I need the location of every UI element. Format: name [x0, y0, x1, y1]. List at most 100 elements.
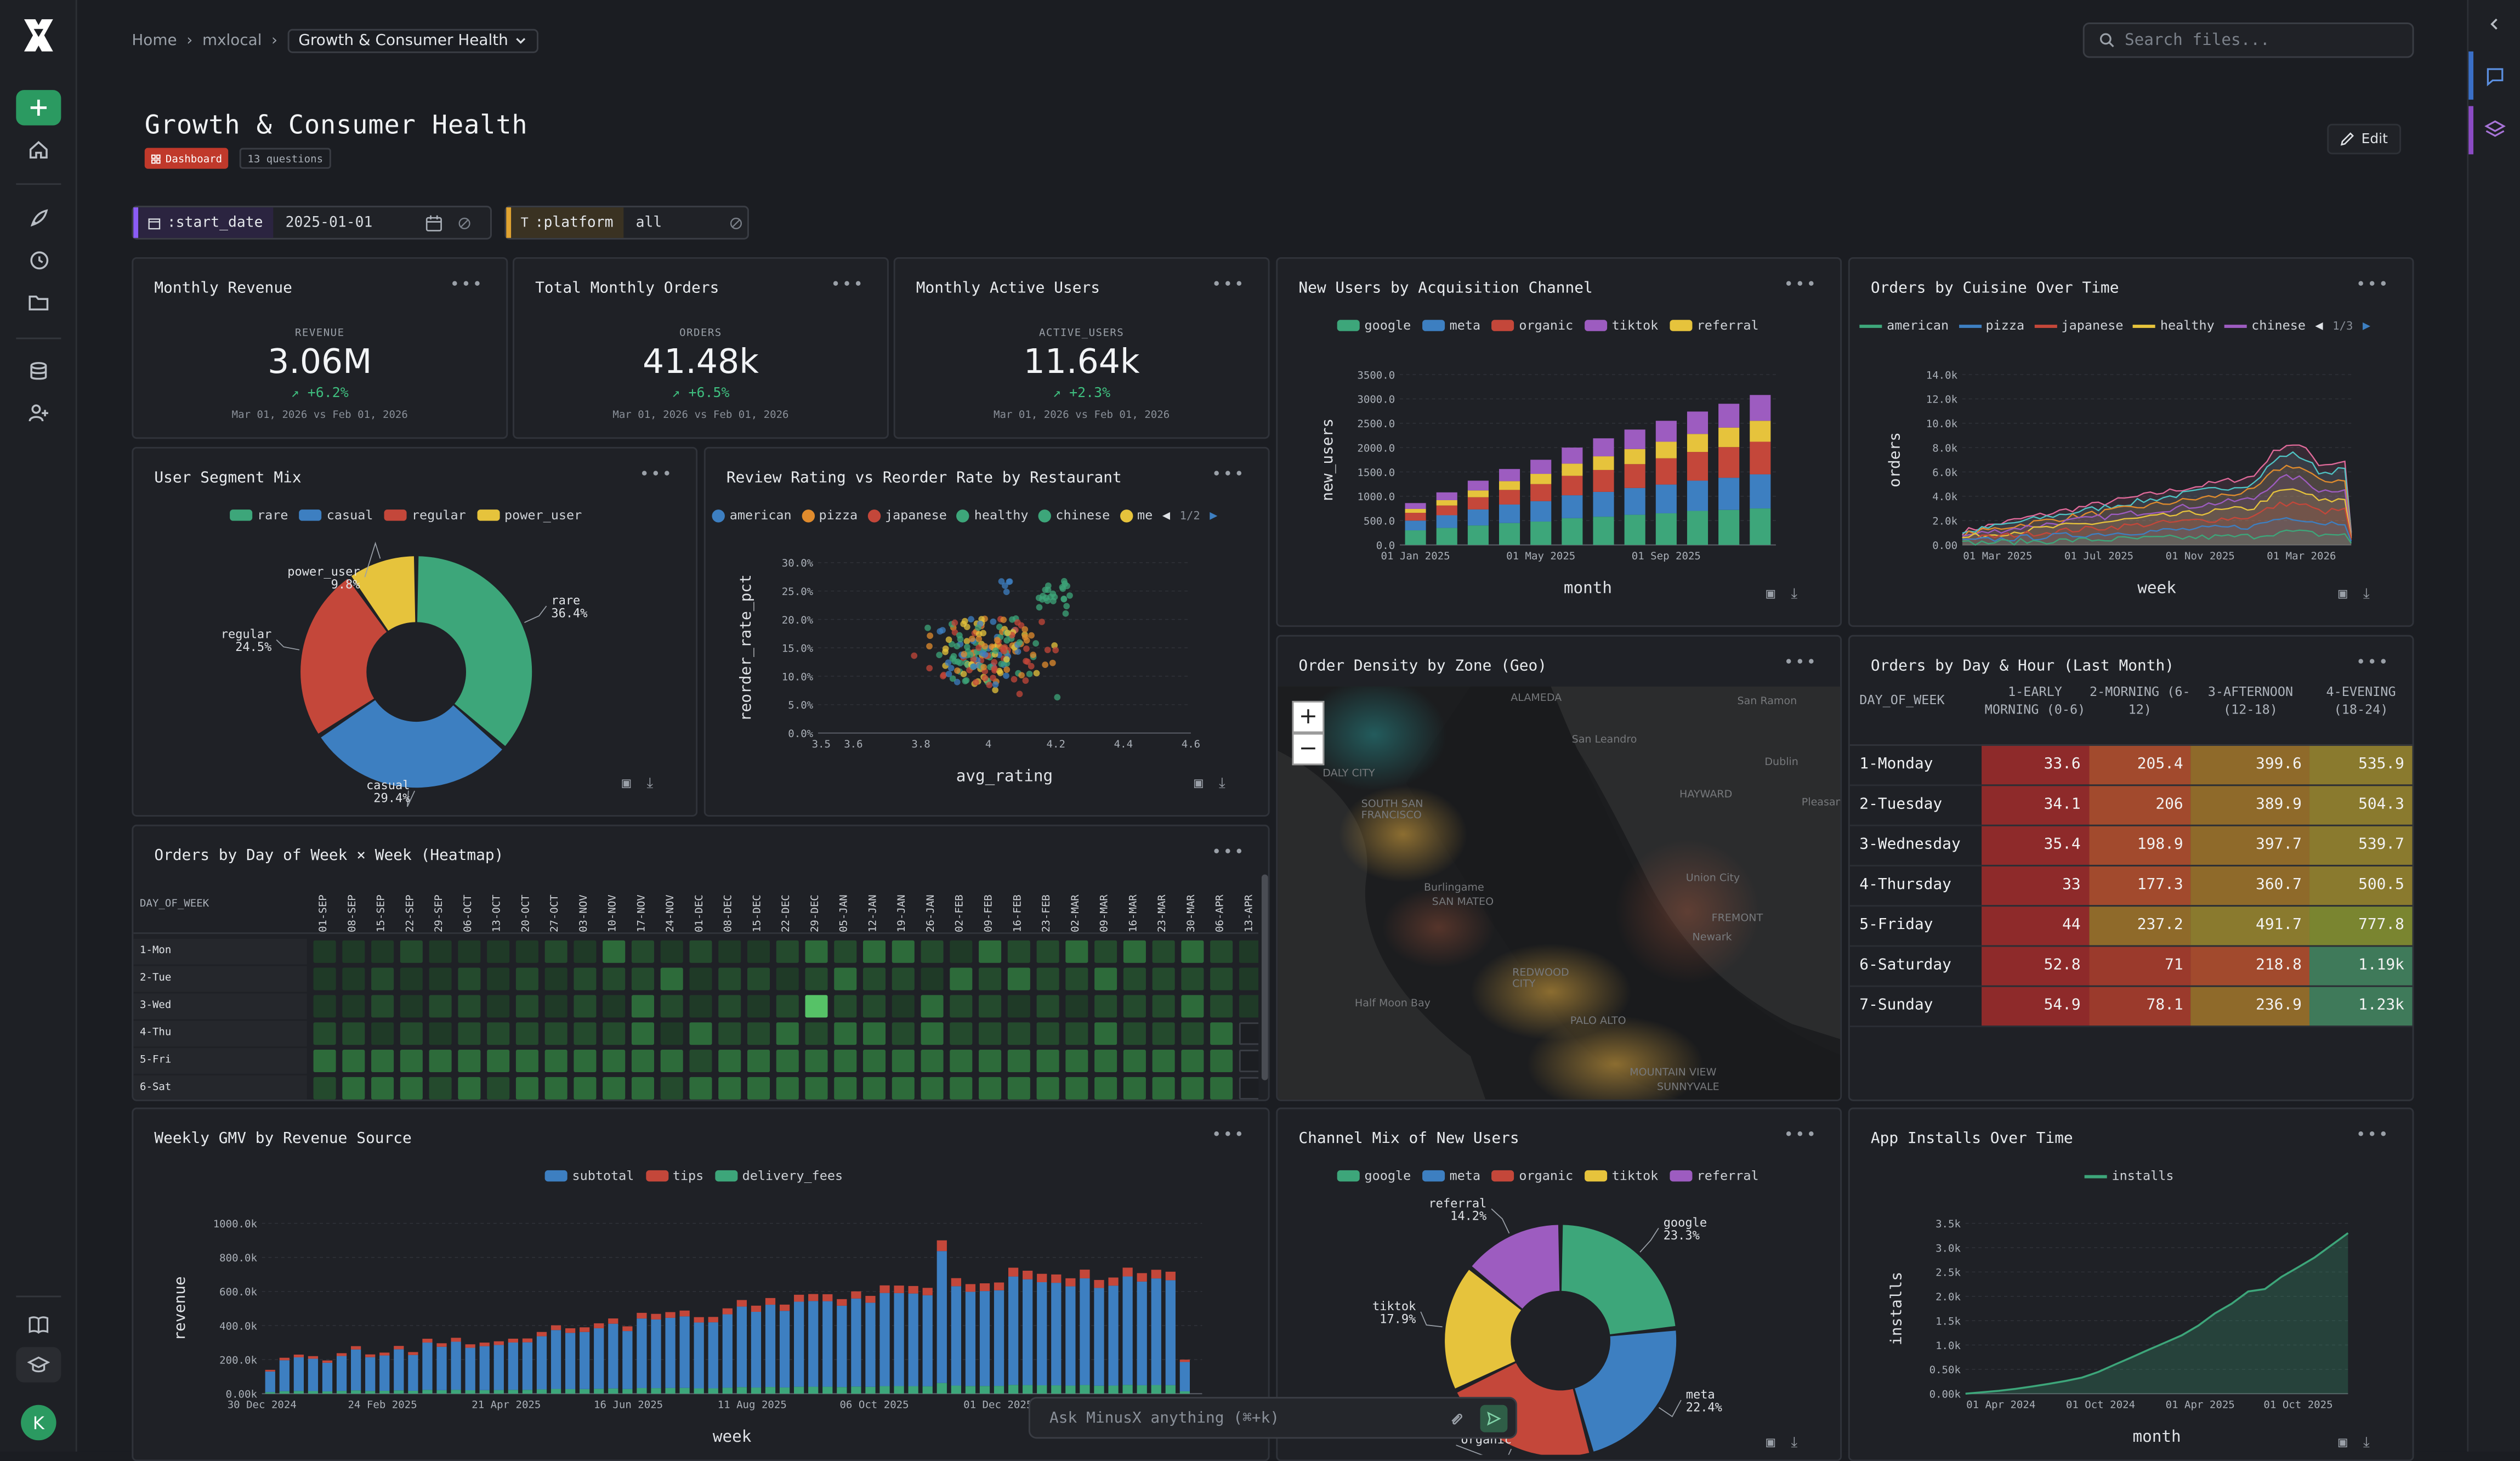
book-icon[interactable] [27, 1313, 50, 1336]
heatmap-cell[interactable] [429, 967, 452, 990]
heatmap-cell[interactable] [1007, 1077, 1030, 1100]
heatmap-cell[interactable] [574, 1077, 597, 1100]
heatmap-cell[interactable] [371, 1077, 394, 1100]
heatmap-cell[interactable] [631, 967, 654, 990]
heatmap-cell[interactable] [1065, 1077, 1088, 1100]
download-icon[interactable]: ⤓ [1791, 586, 1798, 603]
column-header[interactable]: 1-EARLY MORNING (0-6) [1981, 660, 2089, 745]
more-options-icon[interactable]: ••• [1211, 1126, 1246, 1145]
user-avatar[interactable]: K [21, 1405, 56, 1441]
legend-prev-icon[interactable]: ◀ [1162, 508, 1171, 523]
legend-item[interactable]: rare [230, 508, 288, 523]
legend-item[interactable]: regular [384, 508, 466, 523]
more-options-icon[interactable]: ••• [1784, 654, 1818, 672]
heatmap-cell[interactable] [689, 995, 712, 1018]
legend-item[interactable]: chinese [1038, 508, 1110, 523]
heatmap-cell[interactable] [1065, 1022, 1088, 1045]
heatmap-cell[interactable] [1181, 940, 1204, 963]
legend-item[interactable]: japanese [2034, 318, 2123, 333]
heatmap-cell[interactable] [400, 1077, 423, 1100]
heatmap-cell[interactable] [834, 940, 857, 963]
legend-item[interactable]: organic [1491, 318, 1573, 333]
heatmap-cell[interactable] [515, 1050, 538, 1073]
heatmap-cell[interactable] [1065, 967, 1088, 990]
heatmap-cell[interactable] [1065, 1050, 1088, 1073]
legend-item[interactable]: american [1859, 318, 1949, 333]
heatmap-cell[interactable] [1094, 1022, 1117, 1045]
send-button[interactable] [1480, 1405, 1508, 1432]
heatmap-cell[interactable] [400, 940, 423, 963]
folder-icon[interactable] [27, 291, 50, 314]
heatmap-cell[interactable] [776, 1050, 799, 1073]
heatmap-cell[interactable] [313, 995, 336, 1018]
rocket-icon[interactable] [27, 207, 50, 230]
heatmap-cell[interactable] [1181, 1050, 1204, 1073]
heatmap-cell[interactable] [544, 1022, 567, 1045]
heatmap-cell[interactable] [718, 1050, 741, 1073]
heatmap-cell[interactable] [574, 995, 597, 1018]
heatmap-cell[interactable] [574, 1050, 597, 1073]
heatmap-cell[interactable] [1152, 1077, 1175, 1100]
legend-item[interactable]: delivery_fees [714, 1169, 843, 1183]
heatmap-cell[interactable] [342, 1077, 365, 1100]
image-download-icon[interactable]: ▣ [2338, 1435, 2347, 1452]
heatmap-cell[interactable] [747, 1077, 770, 1100]
heatmap-cell[interactable] [950, 940, 973, 963]
heatmap-cell[interactable] [950, 1050, 973, 1073]
start-date-filter-value[interactable]: 2025-01-01 [285, 214, 373, 231]
heatmap-cell[interactable] [1152, 940, 1175, 963]
heatmap-cell[interactable] [458, 1022, 481, 1045]
heatmap-cell[interactable] [1152, 1022, 1175, 1045]
heatmap-cell[interactable] [544, 940, 567, 963]
heatmap-cell[interactable] [631, 995, 654, 1018]
heatmap-cell[interactable] [979, 967, 1002, 990]
heatmap-cell[interactable] [603, 1050, 626, 1073]
heatmap-cell[interactable] [1210, 1077, 1233, 1100]
chat-icon[interactable] [2485, 66, 2506, 87]
heatmap-cell[interactable] [747, 1022, 770, 1045]
heatmap-cell[interactable] [371, 1022, 394, 1045]
heatmap-cell[interactable] [429, 1077, 452, 1100]
heatmap-cell[interactable] [1007, 967, 1030, 990]
heatmap-cell[interactable] [515, 1077, 538, 1100]
heatmap-cell[interactable] [342, 995, 365, 1018]
download-icon[interactable]: ⤓ [2363, 586, 2370, 603]
heatmap-cell[interactable] [487, 995, 510, 1018]
heatmap-cell[interactable] [487, 1022, 510, 1045]
heatmap-cell[interactable] [371, 967, 394, 990]
heatmap-cell[interactable] [544, 967, 567, 990]
legend-item[interactable]: installs [2084, 1169, 2173, 1183]
heatmap-cell[interactable] [805, 967, 828, 990]
heatmap-cell[interactable] [458, 940, 481, 963]
heatmap-cell[interactable] [313, 1022, 336, 1045]
heatmap-cell[interactable] [776, 1077, 799, 1100]
download-icon[interactable]: ⤓ [1219, 776, 1225, 793]
heatmap-cell[interactable] [603, 967, 626, 990]
heatmap-cell[interactable] [747, 940, 770, 963]
heatmap-cell[interactable] [458, 1050, 481, 1073]
legend-item[interactable]: tips [645, 1169, 703, 1183]
heatmap-cell[interactable] [1094, 940, 1117, 963]
heatmap-cell[interactable] [776, 1022, 799, 1045]
heatmap-cell[interactable] [544, 995, 567, 1018]
heatmap-cell[interactable] [776, 940, 799, 963]
heatmap-cell[interactable] [429, 1022, 452, 1045]
heatmap-cell[interactable] [574, 940, 597, 963]
heatmap-cell[interactable] [400, 967, 423, 990]
heatmap-cell[interactable] [1007, 995, 1030, 1018]
heatmap-cell[interactable] [1094, 1077, 1117, 1100]
legend-item[interactable]: pizza [801, 508, 858, 523]
heatmap-cell[interactable] [1152, 967, 1175, 990]
clear-icon[interactable] [457, 216, 470, 229]
image-download-icon[interactable]: ▣ [622, 776, 631, 793]
legend-item[interactable]: meta [1422, 318, 1480, 333]
heatmap-cell[interactable] [1007, 1050, 1030, 1073]
legend-item[interactable]: american [712, 508, 792, 523]
heatmap-cell[interactable] [805, 1050, 828, 1073]
heatmap-cell[interactable] [400, 995, 423, 1018]
heatmap-cell[interactable] [921, 1022, 944, 1045]
heatmap-cell[interactable] [487, 1050, 510, 1073]
heatmap-cell[interactable] [892, 1022, 915, 1045]
heatmap-cell[interactable] [458, 1077, 481, 1100]
heatmap-cell[interactable] [950, 1077, 973, 1100]
